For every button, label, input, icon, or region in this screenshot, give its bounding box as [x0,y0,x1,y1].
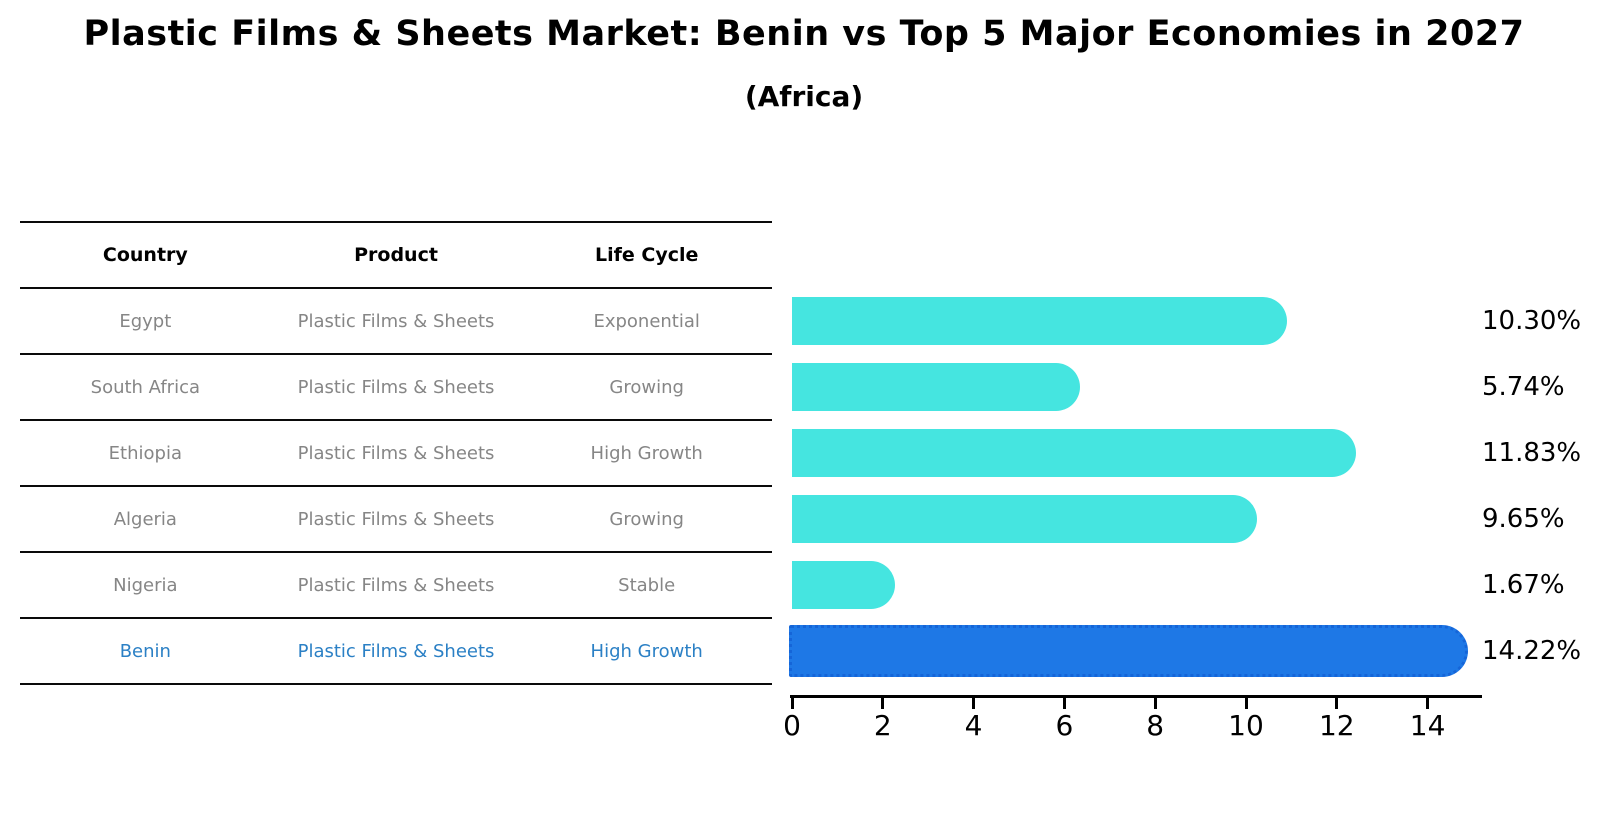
life-cycle-cell: Exponential [593,310,700,332]
country-cell: Algeria [113,508,177,530]
table-bottom-rule [20,683,772,685]
product-cell: Plastic Films & Sheets [297,640,495,662]
country-cell: Benin [119,640,171,662]
table-row-ethiopia: Ethiopia Plastic Films & Sheets High Gro… [20,419,772,485]
x-tick-mark [1426,698,1430,709]
bar-ethiopia [792,429,1357,477]
x-tick-label: 6 [1055,709,1074,742]
x-tick-label: 8 [1146,709,1165,742]
product-cell: Plastic Films & Sheets [297,508,495,530]
x-tick-label: 10 [1228,709,1264,742]
country-cell: Ethiopia [108,442,182,464]
column-header-product: Product [354,244,438,266]
life-cycle-cell: High Growth [590,640,703,662]
x-tick-mark [881,698,885,709]
x-tick-mark [1244,698,1248,709]
table-row-benin: Benin Plastic Films & Sheets High Growth [20,617,772,683]
value-label: 11.83% [1482,438,1582,468]
life-cycle-cell: High Growth [590,442,703,464]
x-tick-label: 0 [783,709,801,742]
chart-subtitle: (Africa) [744,80,864,113]
product-cell: Plastic Films & Sheets [297,442,495,464]
value-label: 14.22% [1482,636,1582,666]
x-tick-label: 14 [1409,709,1446,742]
bar-algeria [792,495,1258,543]
product-cell: Plastic Films & Sheets [297,574,495,596]
chart-title: Plastic Films & Sheets Market: Benin vs … [83,14,1525,54]
value-label: 10.30% [1482,306,1582,336]
x-tick-mark [1153,698,1157,709]
product-cell: Plastic Films & Sheets [297,310,495,332]
table-row-south-africa: South Africa Plastic Films & Sheets Grow… [20,353,772,419]
value-label: 5.74% [1482,372,1565,402]
table-row-egypt: Egypt Plastic Films & Sheets Exponential [20,287,772,353]
x-tick-mark [1335,698,1339,709]
product-cell: Plastic Films & Sheets [297,376,495,398]
life-cycle-cell: Growing [609,376,684,398]
x-tick-mark [790,698,794,709]
x-tick-label: 12 [1318,709,1355,742]
value-label: 9.65% [1482,504,1565,534]
bar-benin-highlighted [789,625,1468,677]
life-cycle-cell: Growing [609,508,684,530]
bar-egypt [792,297,1287,345]
table-row-nigeria: Nigeria Plastic Films & Sheets Stable [20,551,772,617]
country-cell: Egypt [119,310,172,332]
x-tick-label: 2 [873,709,892,742]
bar-south-africa [792,363,1080,411]
table-header-row: Country Product Life Cycle [20,221,772,287]
column-header-country: Country [102,244,188,266]
life-cycle-cell: Stable [618,574,676,596]
country-cell: Nigeria [113,574,178,596]
value-label: 1.67% [1482,570,1565,600]
table-row-algeria: Algeria Plastic Films & Sheets Growing [20,485,772,551]
x-tick-label: 4 [964,709,983,742]
x-tick-mark [1062,698,1066,709]
country-table: Country Product Life Cycle Egypt Plastic… [20,221,772,685]
bar-nigeria [792,561,895,609]
x-tick-mark [972,698,976,709]
country-cell: South Africa [90,376,201,398]
column-header-life-cycle: Life Cycle [594,244,699,266]
x-axis-spine [790,695,1482,698]
